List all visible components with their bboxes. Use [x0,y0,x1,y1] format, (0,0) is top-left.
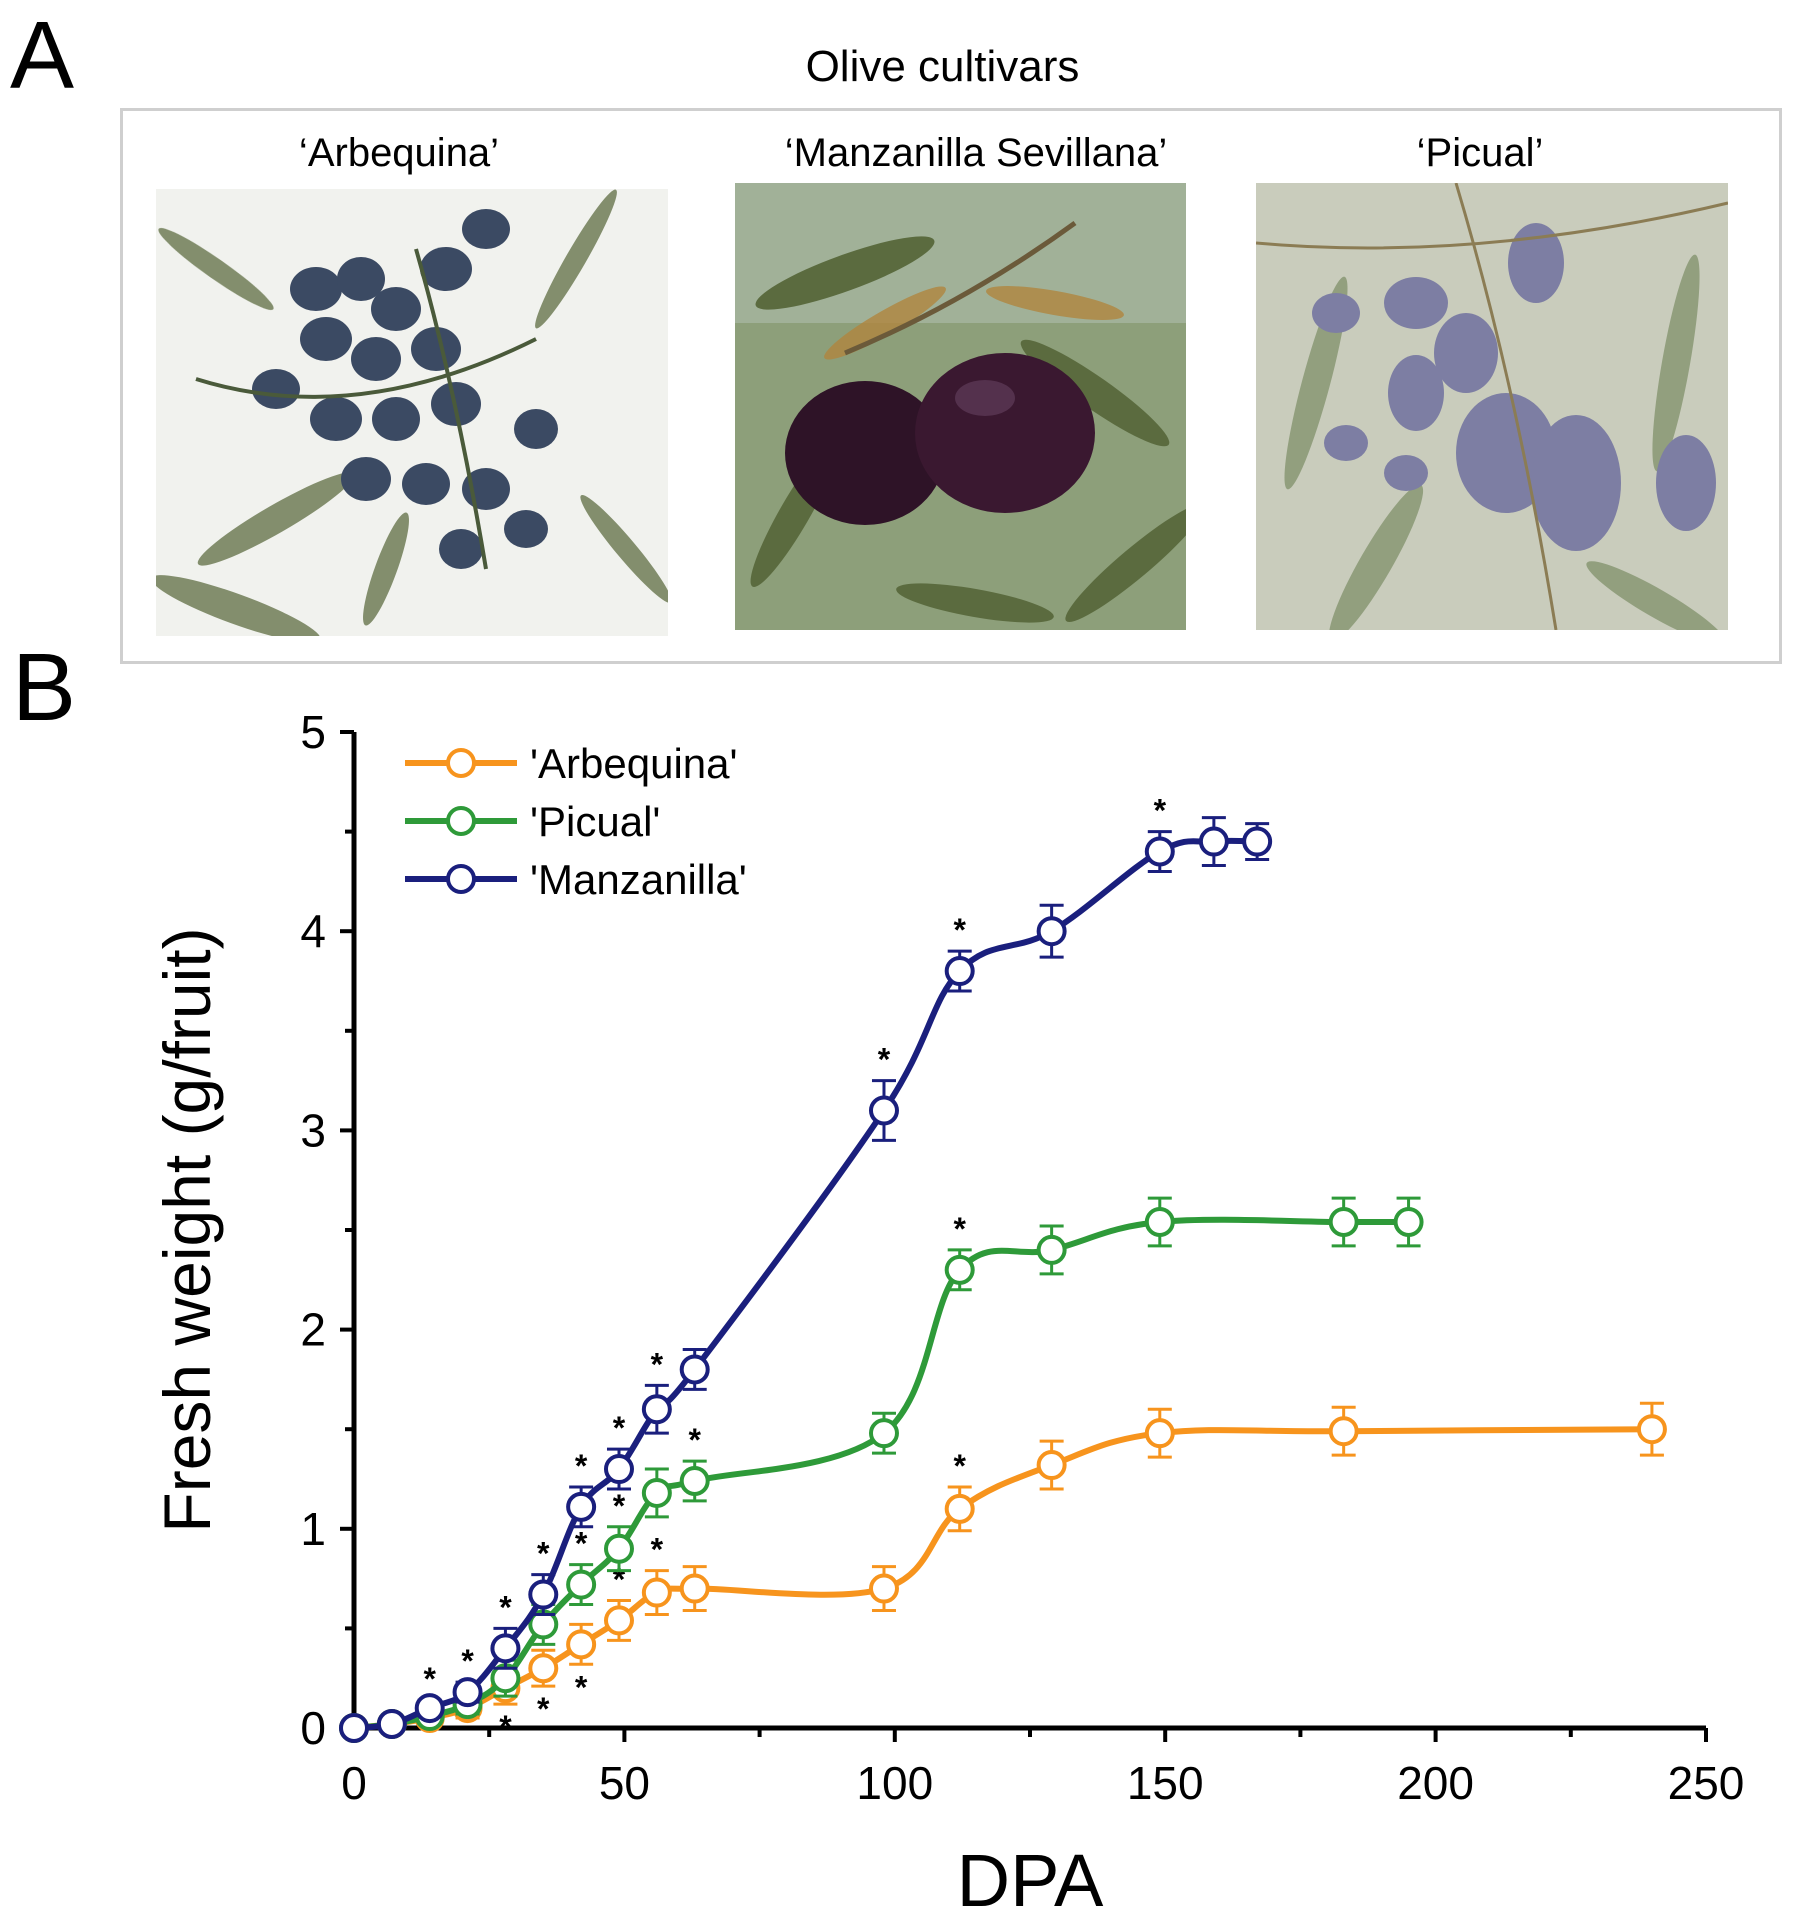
data-point [603,1454,634,1485]
legend-label: 'Picual' [530,798,660,845]
data-point [376,1709,407,1740]
y-axis-title: Fresh weight (g/fruit) [150,927,224,1532]
significance-star: * [499,1589,512,1625]
x-tick-label: 0 [341,1757,367,1809]
significance-star: * [1154,793,1167,829]
legend-marker [446,864,476,894]
significance-star: * [537,1536,550,1572]
significance-star: * [688,1422,701,1458]
data-point [452,1677,483,1708]
data-point [1036,916,1067,947]
data-point [641,1394,672,1425]
data-point [566,1569,597,1600]
significance-star: * [461,1643,474,1679]
x-axis-title: DPA [957,1839,1104,1922]
x-tick-label: 50 [599,1757,650,1809]
photo-label-picual: ‘Picual’ [1416,131,1544,175]
panel-a-label: A [10,2,75,109]
data-point [868,1095,899,1126]
photo-picual [1256,183,1728,630]
y-tick-label: 0 [300,1702,326,1754]
data-point [528,1579,559,1610]
significance-star: * [953,1211,966,1247]
data-point [868,1418,899,1449]
data-point [944,1254,975,1285]
legend-label: 'Arbequina' [530,740,738,787]
chart-ticks: 0 50 100 150 200 250 0 1 2 3 4 5 [300,706,1744,1809]
data-point [1328,1416,1359,1447]
y-tick-label: 4 [300,905,326,957]
y-tick-label: 5 [300,706,326,758]
cultivars-title: Olive cultivars [805,42,1080,91]
data-point [1198,826,1229,857]
x-tick-label: 200 [1397,1757,1474,1809]
series-2: * * * * * * * * * * [339,793,1273,1743]
x-tick-label: 100 [856,1757,933,1809]
legend-marker [446,748,476,778]
significance-star: * [423,1661,436,1697]
data-point [566,1629,597,1660]
data-point [566,1491,597,1522]
significance-star: * [575,1669,588,1705]
photo-frame: ‘Arbequina’ ‘Manzanilla Sevillana’ ‘Picu… [120,108,1782,664]
data-point [1144,836,1175,867]
data-point [679,1573,710,1604]
significance-star: * [537,1691,550,1727]
data-point [1636,1414,1667,1445]
significance-star: * [953,1448,966,1484]
photo-arbequina [156,189,668,636]
y-tick-label: 2 [300,1304,326,1356]
data-point [414,1693,445,1724]
data-point [641,1577,672,1608]
data-point [944,1493,975,1524]
chart-series: * ********** ********* [339,793,1667,1745]
panel-b-label: B [12,634,77,741]
data-point [1144,1207,1175,1238]
data-point [679,1354,710,1385]
data-point [1144,1418,1175,1449]
photo-label-manzanilla-sevillana: ‘Manzanilla Sevillana’ [784,131,1168,175]
data-point [339,1713,369,1743]
legend-item-2: 'Manzanilla' [405,856,747,903]
data-point [1242,826,1273,857]
x-tick-label: 250 [1668,1757,1745,1809]
legend-item-1: 'Picual' [405,798,660,845]
legend-label: 'Manzanilla' [530,856,747,903]
legend-item-0: 'Arbequina' [405,740,738,787]
data-point [490,1633,521,1664]
data-point [944,956,975,987]
photo-label-arbequina: ‘Arbequina’ [298,131,500,175]
significance-star: * [651,1346,664,1382]
x-tick-label: 150 [1127,1757,1204,1809]
significance-star: * [953,912,966,948]
significance-star: * [651,1532,664,1568]
photo-manzanilla-sevillana [735,183,1186,630]
data-point [1036,1234,1067,1265]
significance-star: * [575,1448,588,1484]
data-point [1393,1207,1424,1238]
data-point [1328,1207,1359,1238]
significance-star: * [613,1410,626,1446]
data-point [1036,1450,1067,1481]
legend-marker [446,806,476,836]
significance-star: * [499,1709,512,1745]
y-tick-label: 3 [300,1104,326,1156]
data-point [603,1533,634,1564]
data-point [528,1653,559,1684]
chart-legend: 'Arbequina' 'Picual' 'Manzanilla' [405,740,747,903]
significance-star: * [878,1042,891,1078]
significance-star: * [613,1488,626,1524]
significance-star: * [575,1526,588,1562]
y-tick-label: 1 [300,1503,326,1555]
data-point [603,1605,634,1636]
data-point [641,1477,672,1508]
data-point [868,1573,899,1604]
data-point [679,1465,710,1496]
